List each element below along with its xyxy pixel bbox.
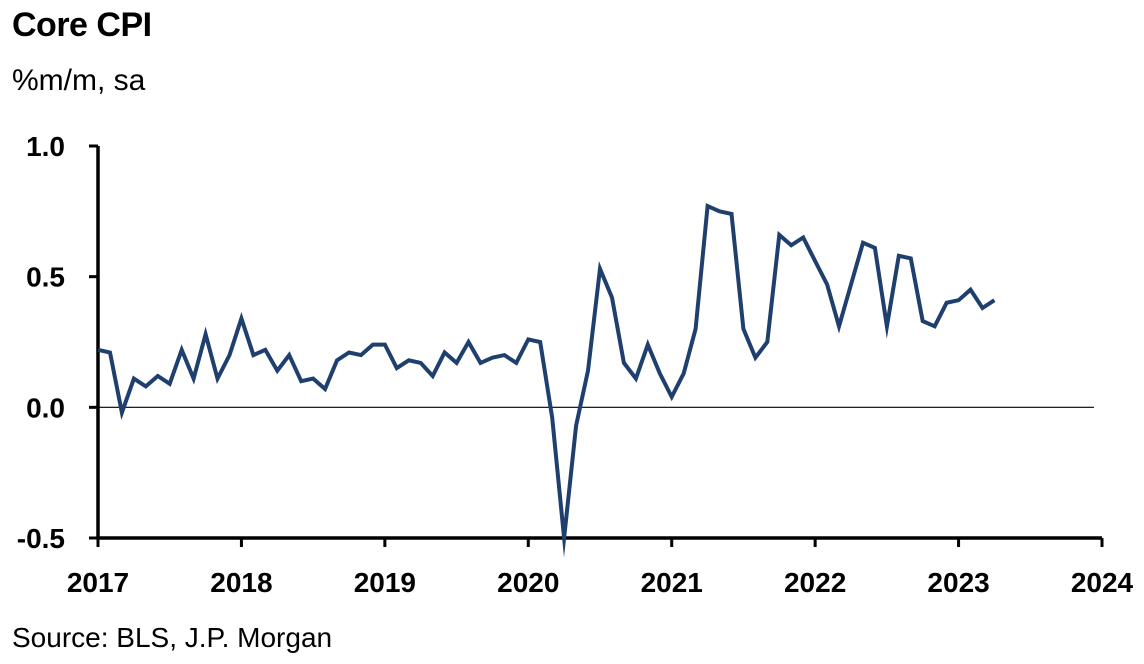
source-note: Source: BLS, J.P. Morgan bbox=[12, 622, 333, 653]
chart-title: Core CPI bbox=[12, 6, 152, 44]
x-tick-label: 2020 bbox=[497, 567, 559, 598]
tick-marks bbox=[89, 144, 1104, 547]
y-tick-label: 1.0 bbox=[26, 131, 65, 162]
x-tick-label: 2019 bbox=[354, 567, 416, 598]
x-tick-label: 2021 bbox=[641, 567, 703, 598]
axes bbox=[96, 146, 1102, 540]
y-tick-label: -0.5 bbox=[17, 523, 65, 554]
chart-subtitle: %m/m, sa bbox=[12, 64, 146, 97]
x-tick-label: 2023 bbox=[927, 567, 989, 598]
y-tick-label: 0.0 bbox=[26, 392, 65, 423]
series-line bbox=[97, 203, 996, 558]
x-tick-label: 2022 bbox=[784, 567, 846, 598]
x-tick-label: 2024 bbox=[1071, 567, 1134, 598]
y-tick-label: 0.5 bbox=[26, 262, 65, 293]
x-tick-label: 2018 bbox=[210, 567, 272, 598]
series-group bbox=[97, 203, 996, 558]
x-tick-label: 2017 bbox=[67, 567, 129, 598]
